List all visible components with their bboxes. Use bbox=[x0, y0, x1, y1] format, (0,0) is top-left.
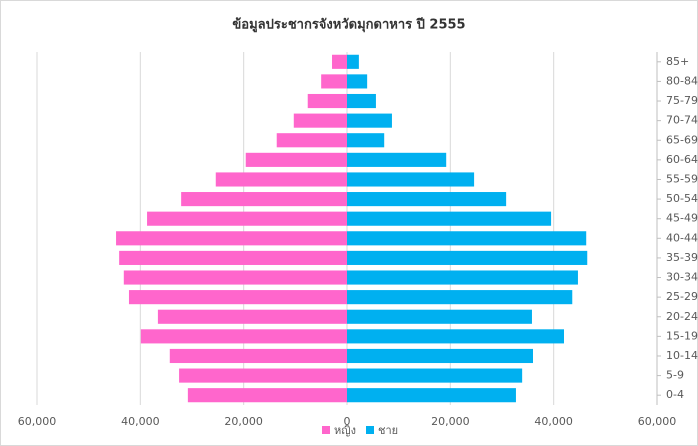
bar bbox=[293, 113, 347, 128]
y-tick-label: 85+ bbox=[666, 55, 689, 68]
bar bbox=[332, 54, 347, 69]
y-tick-label: 40-44 bbox=[666, 231, 698, 244]
bar bbox=[169, 348, 347, 364]
legend-label: หญิง bbox=[334, 424, 356, 437]
y-tick-label: 60-64 bbox=[666, 153, 698, 166]
bar bbox=[347, 211, 552, 226]
bar bbox=[157, 309, 347, 324]
legend-label: ชาย bbox=[378, 424, 398, 437]
y-tick-label: 65-69 bbox=[666, 133, 698, 146]
bar bbox=[347, 329, 564, 344]
bar bbox=[347, 172, 475, 187]
y-tick-label: 80-84 bbox=[666, 74, 698, 87]
bar bbox=[119, 250, 348, 265]
bar bbox=[140, 329, 347, 344]
y-tick-label: 10-14 bbox=[666, 349, 698, 362]
x-tick-label: 20,000 bbox=[224, 415, 263, 428]
chart-title: ข้อมูลประชากรจังหวัดมุกดาหาร ปี 2555 bbox=[232, 17, 465, 33]
x-tick-label: 40,000 bbox=[121, 415, 160, 428]
y-tick-label: 30-34 bbox=[666, 271, 698, 284]
x-tick-label: 40,000 bbox=[534, 415, 573, 428]
bar bbox=[347, 93, 376, 109]
bar bbox=[321, 74, 347, 89]
y-tick-label: 75-79 bbox=[666, 94, 698, 107]
y-tick-label: 25-29 bbox=[666, 290, 698, 303]
bar bbox=[116, 231, 347, 246]
bar bbox=[307, 93, 347, 109]
x-tick-label: 60,000 bbox=[18, 415, 57, 428]
bar bbox=[347, 113, 392, 128]
bar bbox=[347, 368, 523, 383]
bar bbox=[147, 211, 347, 226]
bar bbox=[347, 74, 368, 89]
y-tick-label: 45-49 bbox=[666, 212, 698, 225]
bar bbox=[347, 250, 588, 265]
bar bbox=[245, 152, 347, 167]
bar bbox=[128, 290, 347, 305]
bar bbox=[347, 309, 532, 324]
x-tick-label: 60,000 bbox=[638, 415, 677, 428]
bar bbox=[179, 368, 347, 383]
bar bbox=[215, 172, 347, 187]
bar bbox=[347, 133, 385, 148]
bar bbox=[347, 388, 516, 403]
bar bbox=[187, 388, 347, 403]
y-tick-label: 35-39 bbox=[666, 251, 698, 264]
x-tick-label: 0 bbox=[344, 415, 351, 428]
bar bbox=[347, 270, 578, 285]
y-tick-label: 20-24 bbox=[666, 310, 698, 323]
bar bbox=[276, 133, 347, 148]
y-tick-label: 55-59 bbox=[666, 172, 698, 185]
y-tick-label: 5-9 bbox=[666, 369, 684, 382]
legend-swatch bbox=[322, 426, 330, 434]
bar bbox=[347, 348, 533, 364]
bar bbox=[347, 290, 573, 305]
bar bbox=[347, 54, 359, 69]
bar bbox=[347, 231, 587, 246]
bar bbox=[347, 192, 507, 207]
bar bbox=[347, 152, 447, 167]
y-tick-label: 50-54 bbox=[666, 192, 698, 205]
x-tick-label: 20,000 bbox=[431, 415, 470, 428]
bar bbox=[123, 270, 347, 285]
y-tick-label: 70-74 bbox=[666, 114, 698, 127]
legend-swatch bbox=[366, 426, 374, 434]
y-tick-label: 0-4 bbox=[666, 388, 684, 401]
bar bbox=[181, 192, 347, 207]
y-tick-label: 15-19 bbox=[666, 329, 698, 342]
